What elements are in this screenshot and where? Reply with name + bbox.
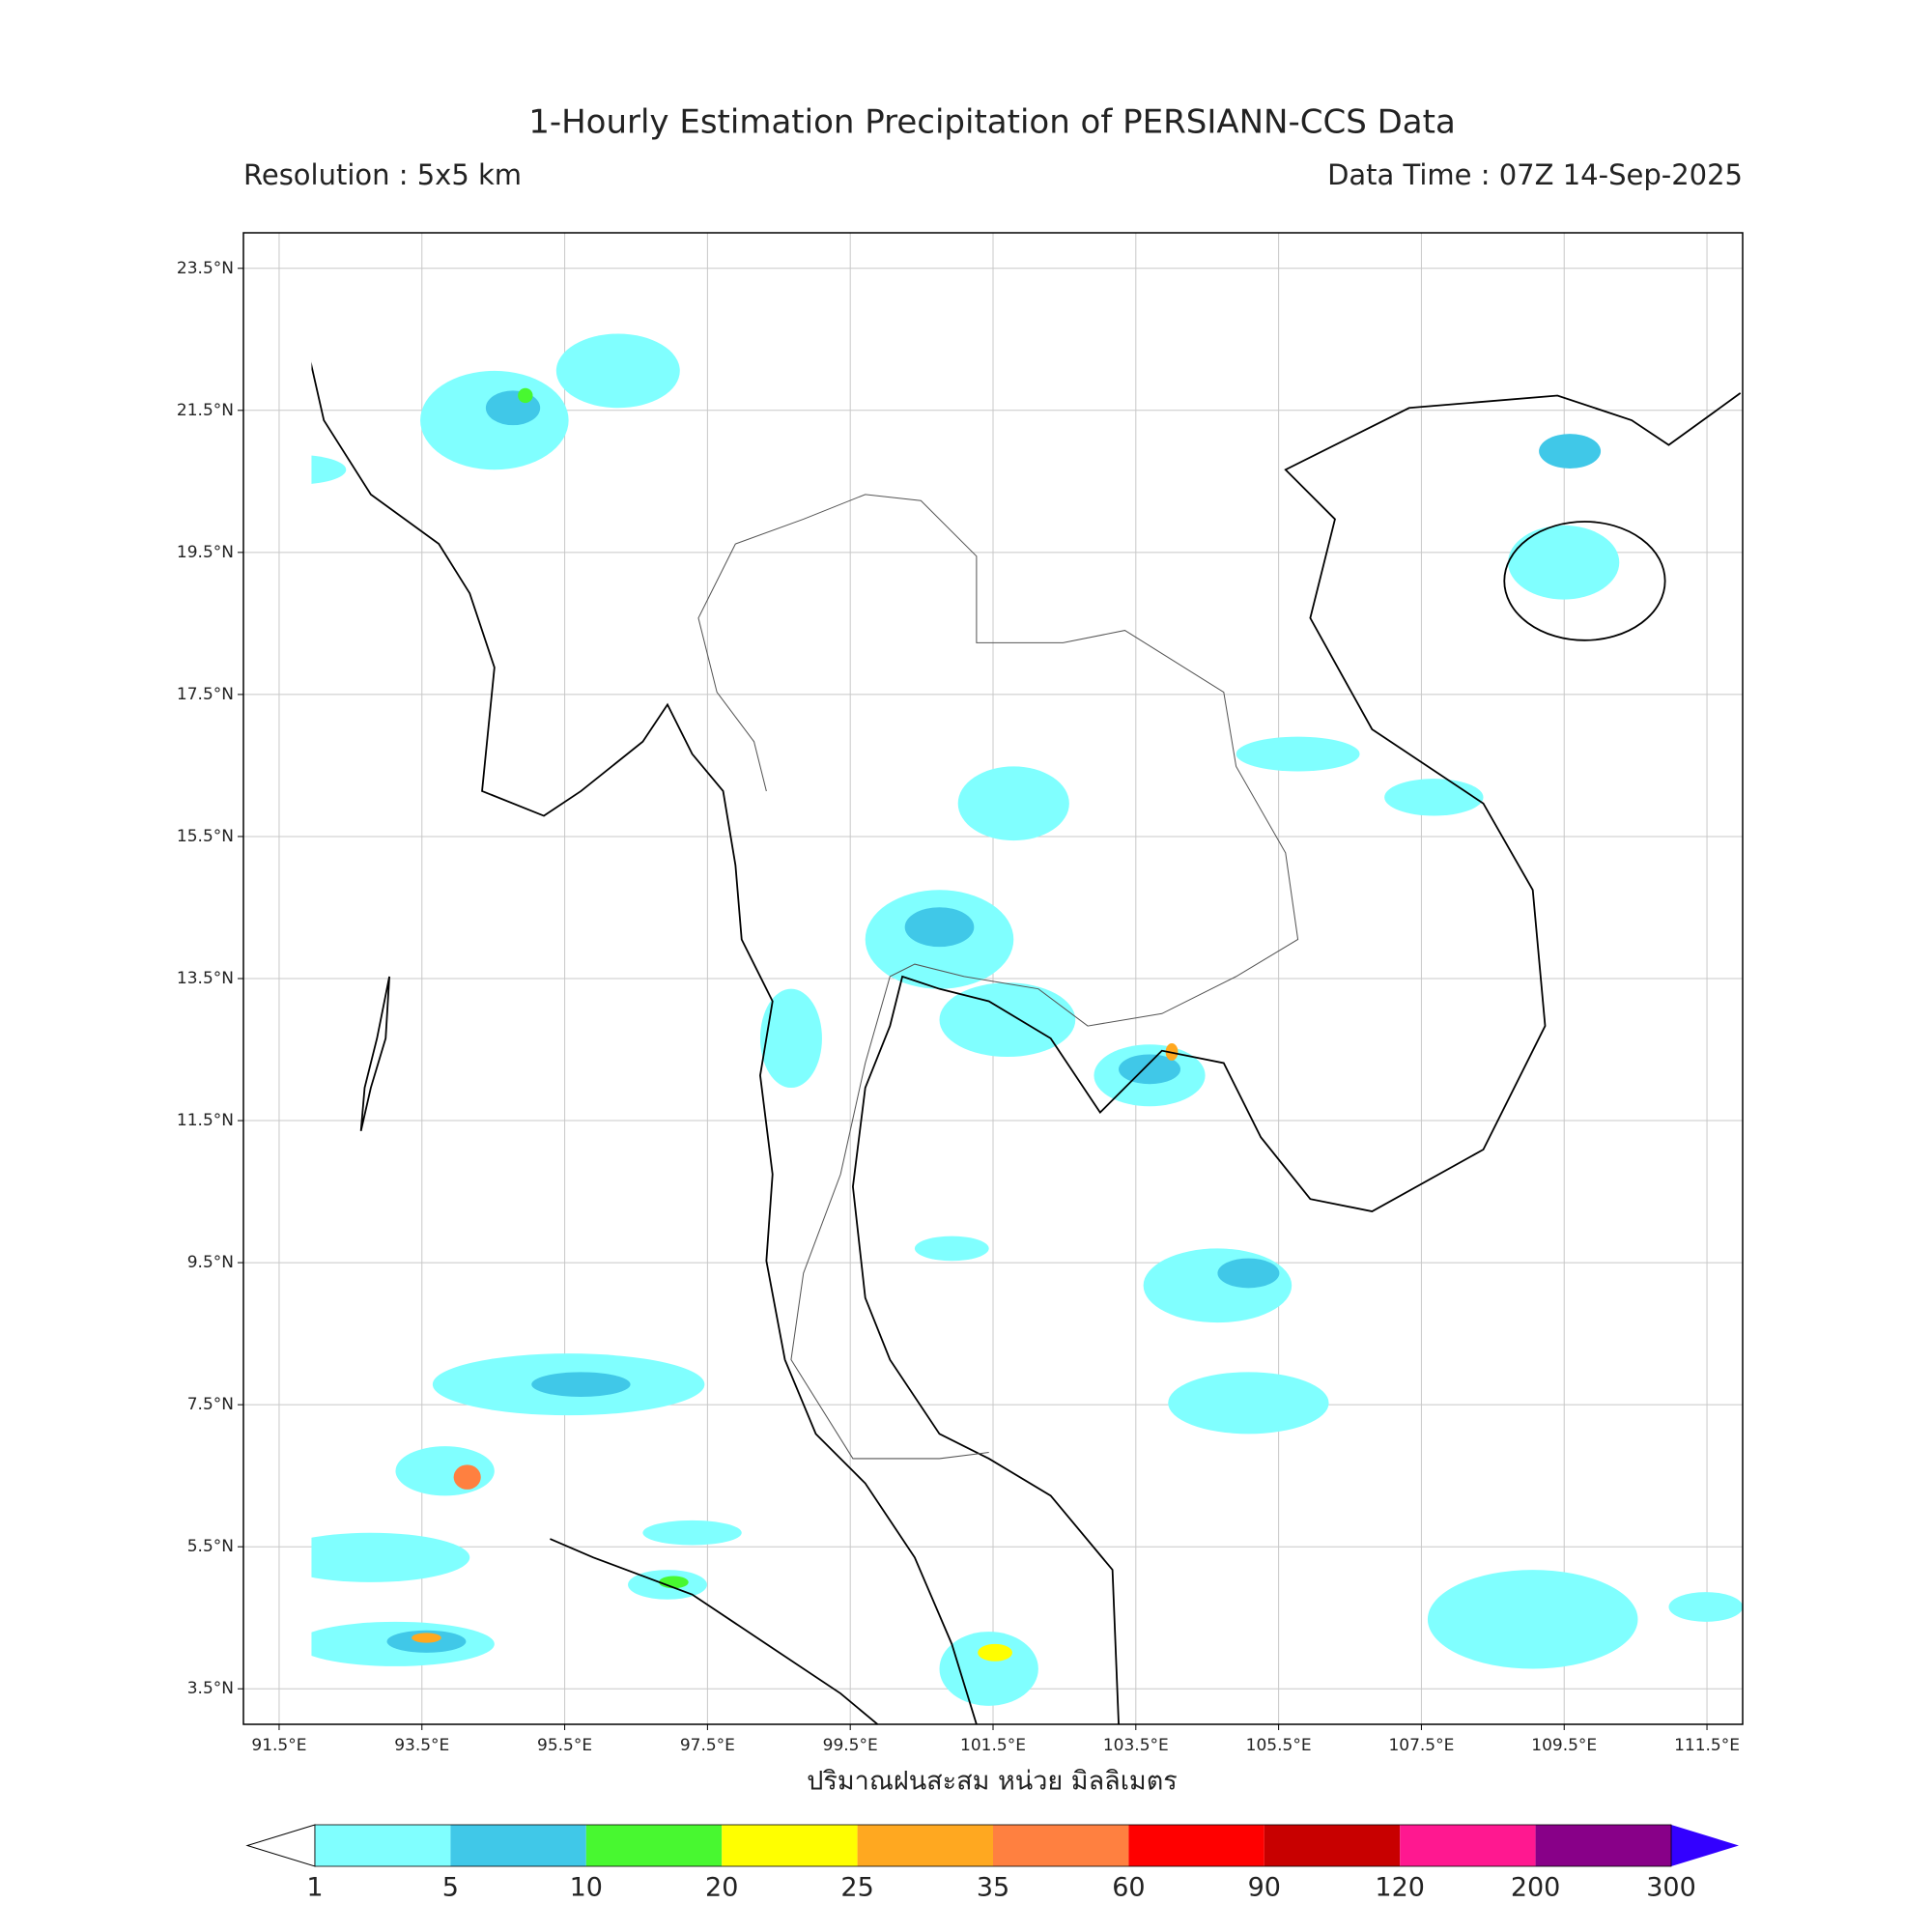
island	[1503, 521, 1666, 641]
rain-area	[904, 907, 975, 948]
rain-area	[1168, 1372, 1329, 1435]
map-title: 1-Hourly Estimation Precipitation of PER…	[528, 103, 1456, 142]
rain-area	[555, 333, 680, 409]
colorbar-tick-label: 5	[442, 1873, 459, 1903]
colorbar-frame	[314, 1824, 1672, 1867]
border	[697, 543, 767, 792]
y-tick-label: 9.5°N	[187, 1253, 234, 1272]
colorbar-tick-label: 90	[1248, 1873, 1281, 1903]
rain-core	[978, 1643, 1012, 1662]
colorbar-tick-label: 300	[1646, 1873, 1696, 1903]
x-tick-label: 97.5°E	[680, 1736, 735, 1755]
colorbar-label: ปริมาณฝนสะสม หน่วย มิลลิเมตร	[807, 1767, 1178, 1797]
rain-area	[1668, 1592, 1744, 1622]
x-tick-label: 91.5°E	[251, 1736, 306, 1755]
rain-area	[914, 1236, 989, 1262]
colorbar-segment	[585, 1825, 723, 1866]
colorbar-segment	[1264, 1825, 1401, 1866]
x-tick-label: 109.5°E	[1531, 1736, 1597, 1755]
rain-areas-heavy	[386, 390, 1602, 1653]
y-tick-label: 13.5°N	[177, 969, 234, 988]
colorbar-tick-label: 60	[1112, 1873, 1145, 1903]
data-time: Data Time : 07Z 14-Sep-2025	[1327, 158, 1743, 191]
colorbar-over	[1671, 1825, 1739, 1866]
colorbar-segment	[857, 1825, 993, 1866]
coastline	[311, 361, 978, 1725]
y-tick-label: 7.5°N	[187, 1395, 234, 1414]
colorbar-tick-label: 1	[306, 1873, 323, 1903]
y-tick-label: 23.5°N	[177, 259, 234, 278]
island	[359, 976, 390, 1132]
resolution: Resolution : 5x5 km	[243, 158, 522, 191]
rain-core	[659, 1576, 689, 1589]
rain-area	[939, 1632, 1038, 1706]
rain-area	[531, 1372, 631, 1397]
colorbar-segment	[993, 1825, 1129, 1866]
y-tick-label: 5.5°N	[187, 1537, 234, 1556]
colorbar-segment	[722, 1825, 858, 1866]
rain-core	[253, 1321, 278, 1335]
colorbar-segment	[1535, 1825, 1671, 1866]
rain-area	[1384, 779, 1484, 816]
y-tick-label: 19.5°N	[177, 543, 234, 562]
rain-area	[1427, 1570, 1638, 1669]
rain-core	[518, 387, 533, 404]
y-tick-label: 21.5°N	[177, 401, 234, 420]
colorbar: 1 5 10 20 25 35 60 90 120 200 300	[245, 1824, 1739, 1903]
rain-area	[1236, 736, 1360, 772]
x-tick-label: 105.5°E	[1246, 1736, 1312, 1755]
colorbar-tick-label: 25	[840, 1873, 873, 1903]
border	[735, 494, 1299, 1460]
x-tick-label: 107.5°E	[1388, 1736, 1454, 1755]
colorbar-tick-label: 20	[705, 1873, 738, 1903]
colorbar-segment	[315, 1825, 451, 1866]
x-tick-label: 103.5°E	[1103, 1736, 1169, 1755]
colorbar-segment	[1400, 1825, 1536, 1866]
rain-area	[939, 982, 1076, 1058]
colorbar-segment	[450, 1825, 586, 1866]
y-tick-label: 3.5°N	[187, 1679, 234, 1698]
colorbar-segment	[1128, 1825, 1264, 1866]
y-tick-label: 15.5°N	[177, 827, 234, 846]
rain-area	[1143, 1248, 1293, 1323]
rain-area	[311, 455, 347, 484]
colorbar-tick-label: 35	[977, 1873, 1009, 1903]
rain-area	[1217, 1258, 1280, 1289]
coastline	[550, 1538, 879, 1725]
x-tick-label: 111.5°E	[1674, 1736, 1740, 1755]
colorbar-tick-label: 10	[570, 1873, 603, 1903]
x-tick-label: 99.5°E	[823, 1736, 878, 1755]
y-tick-label: 17.5°N	[177, 685, 234, 704]
rain-area	[957, 766, 1069, 841]
rain-area	[395, 1446, 495, 1496]
rain-areas	[311, 333, 1744, 1706]
map-frame	[242, 232, 1744, 1725]
colorbar-tick-label: 120	[1375, 1873, 1425, 1903]
x-tick-label: 95.5°E	[537, 1736, 592, 1755]
y-tick-label: 11.5°N	[177, 1111, 234, 1130]
rain-core	[412, 1633, 441, 1643]
rain-area	[1119, 1054, 1181, 1085]
rain-area	[759, 988, 822, 1089]
rain-area	[1539, 434, 1602, 469]
rain-area	[642, 1520, 742, 1546]
map-content	[253, 333, 1744, 1725]
x-tick-label: 101.5°E	[960, 1736, 1026, 1755]
rain-core	[453, 1464, 481, 1490]
rain-area	[311, 1532, 470, 1582]
colorbar-under	[245, 1824, 316, 1867]
x-tick-label: 93.5°E	[394, 1736, 449, 1755]
coastline	[852, 392, 1742, 1725]
colorbar-tick-label: 200	[1511, 1873, 1561, 1903]
rain-area	[1508, 525, 1620, 600]
